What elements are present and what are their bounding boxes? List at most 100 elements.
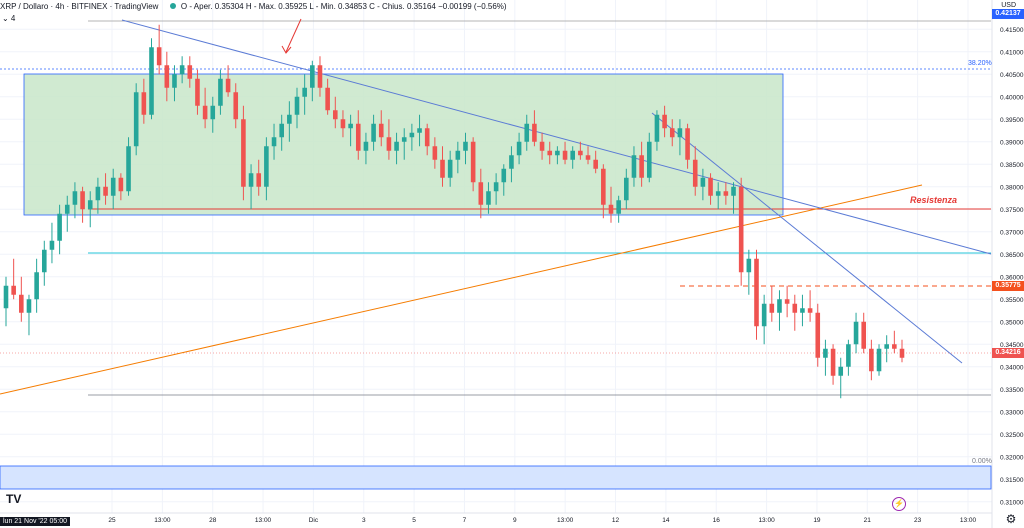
price-tag-top: 0.42137: [992, 9, 1024, 19]
price-axis: 0.41500 0.41000 0.40500 0.40000 0.39500 0.390…: [1000, 27, 1024, 507]
candle-down: [470, 141, 476, 183]
candle-up: [884, 344, 889, 349]
annotation-arrow: [285, 18, 302, 53]
symbol-title[interactable]: XRP / Dollaro · 4h · BITFINEX · TradingV…: [0, 2, 159, 11]
candle-up: [570, 150, 575, 160]
candle-down: [325, 87, 330, 111]
candle-up: [264, 146, 269, 187]
candle-up: [401, 137, 407, 142]
candle-down: [562, 150, 568, 160]
candle-down: [738, 186, 744, 273]
candle-down: [256, 173, 262, 187]
candle-up: [95, 186, 101, 201]
blue-trendline-long: [121, 19, 992, 255]
candle-down: [195, 78, 200, 106]
candle-down: [815, 312, 821, 358]
candle-up: [34, 272, 39, 300]
candle-down: [578, 150, 583, 156]
x-tick-label: 13:00: [960, 517, 977, 524]
candle-up: [509, 155, 514, 169]
settings-gear-icon[interactable]: ⚙: [1005, 512, 1017, 526]
chart-header: XRP / Dollaro · 4h · BITFINEX · TradingV…: [0, 0, 510, 13]
y-tick-label: 0.34500: [1000, 342, 1024, 349]
candle-up: [149, 47, 154, 115]
y-tick-label: 0.32000: [1000, 454, 1024, 461]
x-tick-label: 7: [463, 517, 467, 524]
candle-up: [41, 249, 47, 273]
y-tick-label: 0.36000: [1000, 274, 1024, 281]
y-tick-label: 0.36500: [1000, 252, 1024, 259]
y-tick-label: 0.35000: [1000, 319, 1024, 326]
candle-up: [616, 200, 621, 214]
y-tick-label: 0.33500: [1000, 387, 1024, 394]
y-tick-label: 0.37000: [1000, 229, 1024, 236]
candle-down: [593, 159, 598, 169]
candle-up: [486, 191, 491, 205]
time-axis: 25 13:00 28 13:00 Dic 3 5 7 9 13:00 12 14 16 13:00 19 2…: [108, 517, 976, 524]
candle-up: [715, 191, 721, 196]
market-open-icon: [169, 3, 176, 9]
candle-down: [861, 321, 867, 349]
candle-up: [777, 299, 782, 313]
start-date-label: lun 21 Nov '22 05:00: [0, 517, 70, 526]
x-tick-label: 16: [713, 517, 721, 524]
x-tick-label: 3: [362, 517, 366, 524]
candle-up: [731, 186, 736, 196]
y-tick-label: 0.32500: [1000, 432, 1024, 439]
candle-up: [64, 204, 70, 214]
candle-down: [869, 348, 874, 372]
candle-down: [585, 155, 591, 160]
candle-up: [279, 123, 284, 138]
candle-down: [141, 92, 147, 115]
candle-down: [241, 119, 246, 187]
y-tick-label: 0.35500: [1000, 297, 1024, 304]
candle-down: [608, 204, 614, 214]
x-tick-label: 13:00: [557, 517, 574, 524]
candle-up: [302, 87, 307, 97]
candle-up: [126, 146, 131, 192]
candle-up: [57, 213, 62, 241]
candle-down: [723, 191, 729, 196]
x-tick-label: 23: [914, 517, 922, 524]
candle-down: [156, 47, 162, 66]
candle-down: [692, 159, 698, 187]
candle-up: [761, 303, 767, 327]
candle-up: [838, 366, 844, 376]
y-tick-label: 0.33000: [1000, 409, 1024, 416]
candle-down: [19, 294, 24, 313]
x-tick-label: 9: [513, 517, 517, 524]
candle-up: [677, 128, 683, 138]
candle-down: [233, 92, 239, 120]
y-tick-label: 0.31000: [1000, 499, 1024, 506]
tradingview-logo-icon[interactable]: TV: [6, 492, 22, 506]
candle-down: [378, 123, 384, 138]
collapse-indicators-toggle[interactable]: ⌄ 4: [2, 14, 16, 23]
candle-up: [310, 65, 315, 88]
candle-up: [3, 285, 9, 309]
candle-up: [646, 141, 652, 178]
candle-down: [685, 128, 690, 160]
flash-icon[interactable]: ⚡: [892, 497, 906, 511]
candle-down: [639, 155, 644, 178]
ohlc-readout: O - Aper. 0.35304 H - Max. 0.35925 L - M…: [180, 2, 507, 11]
candle-down: [899, 348, 905, 358]
x-tick-label: 28: [209, 517, 217, 524]
x-tick-label: 13:00: [758, 517, 775, 524]
candle-up: [624, 177, 629, 201]
candle-down: [539, 141, 545, 151]
candle-up: [210, 105, 216, 120]
fib-38-label: 38.20%: [968, 60, 992, 67]
candle-up: [846, 344, 851, 367]
currency-label[interactable]: USD: [1001, 2, 1016, 9]
price-tag-dashed: 0.35775: [992, 281, 1024, 291]
candle-up: [447, 159, 453, 178]
candle-up: [417, 128, 422, 133]
candle-up: [87, 200, 93, 210]
candle-up: [248, 173, 254, 187]
x-tick-label: 13:00: [154, 517, 171, 524]
candle-down: [164, 65, 170, 88]
candle-up: [394, 141, 399, 151]
candle-up: [455, 150, 461, 160]
candle-down: [532, 123, 537, 142]
